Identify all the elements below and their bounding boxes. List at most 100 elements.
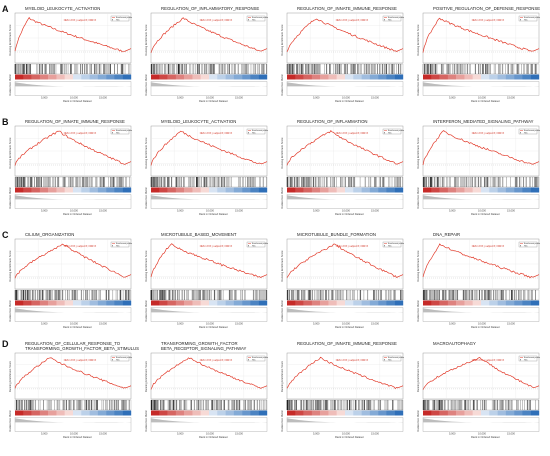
legend-label: Hits	[524, 244, 527, 247]
enrichment-curve	[422, 17, 540, 53]
rank-color-cell	[303, 74, 313, 80]
rank-color-cell	[311, 187, 321, 193]
x-tick-label: 15,000	[99, 96, 107, 100]
x-tick-label: 10,000	[206, 96, 214, 100]
rank-color-cell	[209, 410, 218, 416]
y-axis-label: Running Enrichment Score	[8, 361, 12, 393]
x-tick-label: 10,000	[70, 209, 78, 213]
rank-color-cell	[447, 74, 457, 80]
rank-metric-area	[151, 418, 267, 423]
rank-color-cell	[320, 187, 329, 193]
legend-label: Hits	[524, 358, 527, 361]
rank-color-cell	[225, 410, 235, 416]
rank-color-cell	[464, 300, 473, 306]
y-axis-label: Running Enrichment Score	[416, 250, 420, 282]
panel-title: REGULATION_OF_INFLAMMATION	[297, 119, 368, 124]
rank-color-cell	[217, 300, 226, 306]
enrichment-curve	[14, 16, 132, 53]
panel-title: MYELOID_LEUKOCYTE_ACTIVATION	[25, 6, 100, 11]
x-tick-label: 5,000	[41, 432, 48, 436]
rank-frame	[286, 81, 404, 96]
rank-color-cell	[345, 300, 354, 306]
rank-color-cell	[345, 74, 354, 80]
enrichment-curve	[150, 17, 268, 53]
rank-color-cell	[378, 187, 387, 193]
rank-color-cell	[394, 410, 404, 416]
y-axis-label: Ranked List Metric	[416, 73, 420, 95]
panel-title: DNA_REPAIR	[433, 232, 460, 237]
rank-color-cell	[361, 300, 371, 306]
rank-color-cell	[200, 74, 210, 80]
x-tick-label: 5,000	[313, 322, 320, 326]
legend-label: Enrichment profile	[524, 129, 541, 132]
x-axis-label: Rank in Ordered Dataset	[63, 325, 92, 329]
legend-label: Hits	[524, 18, 527, 21]
rank-color-cell	[447, 410, 457, 416]
panel-title: BETA_RECEPTOR_SIGNALING_PATHWAY	[161, 346, 247, 351]
rank-color-cell	[481, 187, 490, 193]
legend-label: Enrichment profile	[252, 16, 269, 19]
rank-color-cell	[514, 74, 523, 80]
rank-color-cell	[97, 74, 107, 80]
rank-color-cell	[295, 410, 304, 416]
panel-title: MICROTUBULE_BUNDLE_FORMATION	[297, 232, 376, 237]
rank-color-cell	[258, 187, 268, 193]
legend-box	[382, 355, 402, 362]
rank-color-cell	[530, 410, 540, 416]
stat-annotation: NES=-XXX; p.adjust=X; FDR=X	[472, 19, 505, 22]
hits-frame	[286, 289, 404, 301]
x-tick-label: 10,000	[206, 432, 214, 436]
rank-color-cell	[336, 300, 346, 306]
rank-color-cell	[175, 300, 185, 306]
y-axis-label: Running Enrichment Score	[416, 137, 420, 169]
rank-color-cell	[122, 410, 132, 416]
x-axis-label: Rank in Ordered Dataset	[471, 435, 500, 439]
rank-metric-area	[15, 418, 131, 423]
rank-color-cell	[505, 74, 515, 80]
y-axis-label: Ranked List Metric	[280, 409, 284, 431]
x-axis-label: Rank in Ordered Dataset	[471, 325, 500, 329]
rank-color-cell	[151, 74, 160, 80]
rank-color-cell	[369, 300, 379, 306]
gsea-panel: MICROTUBULE_BUNDLE_FORMATION Running Enri…	[280, 232, 405, 329]
rank-color-cell	[258, 410, 268, 416]
legend-box	[110, 128, 130, 135]
x-axis-label: Rank in Ordered Dataset	[335, 212, 364, 216]
y-axis-label: Ranked List Metric	[8, 409, 12, 431]
rank-color-cell	[225, 187, 235, 193]
legend-label: Hits	[388, 18, 391, 21]
x-tick-label: 15,000	[507, 209, 515, 213]
rank-color-cell	[56, 300, 65, 306]
rank-metric-area	[423, 195, 539, 200]
legend-label: Enrichment profile	[252, 356, 269, 359]
hits-frame	[422, 176, 540, 188]
panel-title: MYELOID_LEUKOCYTE_ACTIVATION	[161, 119, 236, 124]
rank-color-cell	[39, 74, 49, 80]
rank-color-cell	[303, 300, 313, 306]
legend-label: Enrichment profile	[388, 356, 405, 359]
rank-frame	[14, 194, 132, 209]
stat-annotation: NES=-XXX; p.adjust=X; FDR=X	[64, 359, 97, 362]
rank-color-cell	[361, 74, 371, 80]
y-axis-label: Ranked List Metric	[416, 299, 420, 321]
rank-color-cell	[489, 187, 498, 193]
rank-color-cell	[505, 300, 515, 306]
rank-color-cell	[336, 410, 346, 416]
legend-label: Enrichment profile	[524, 242, 541, 245]
rank-color-cell	[159, 300, 168, 306]
rank-color-cell	[447, 187, 457, 193]
rank-frame	[150, 307, 268, 322]
x-tick-label: 5,000	[177, 432, 184, 436]
rank-color-cell	[56, 410, 65, 416]
y-axis-label: Ranked List Metric	[280, 73, 284, 95]
rank-metric-area	[287, 418, 403, 423]
legend-label: Enrichment profile	[388, 242, 405, 245]
rank-color-cell	[56, 187, 65, 193]
rank-color-cell	[472, 300, 482, 306]
x-tick-label: 10,000	[342, 96, 350, 100]
rank-color-cell	[31, 410, 41, 416]
rank-color-cell	[505, 410, 515, 416]
rank-color-cell	[489, 300, 498, 306]
row-letter: B	[2, 117, 9, 127]
rank-frame	[14, 307, 132, 322]
